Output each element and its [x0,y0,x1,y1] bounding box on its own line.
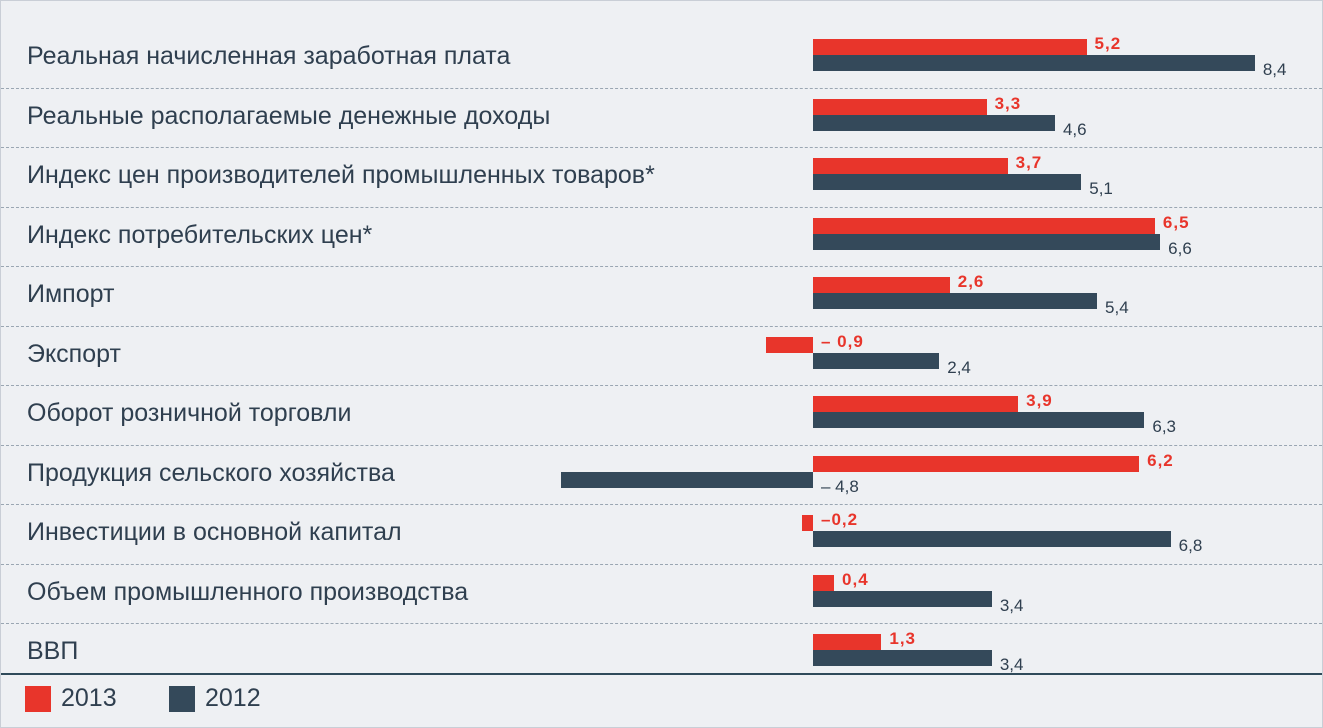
row-separator [1,325,1322,327]
category-label: Продукция сельского хозяйства [27,458,395,487]
value-label-2013: 3,3 [994,93,1022,113]
bar-2012 [813,233,1161,250]
value-label-2013: 6,2 [1147,450,1174,470]
bar-2012 [813,590,992,607]
category-label: Индекс потребительских цен* [27,220,373,249]
bar-2012 [813,293,1098,309]
category-label: Инвестиции в основной капитал [27,518,402,546]
bar-2013 [813,39,1087,55]
value-label-2012: 6,6 [1168,238,1192,258]
legend-label-2012: 2012 [205,684,261,712]
bar-2013 [813,574,835,591]
bar-2013 [813,217,1155,234]
bar-2013 [813,455,1140,472]
value-label-2012: 3,4 [999,655,1024,674]
legend-swatch-2012 [169,686,195,712]
legend-swatch-2013 [25,686,51,712]
value-label-2012: 3,4 [999,595,1024,615]
value-label-2013: 2,6 [957,272,985,291]
category-label: Объем промышленного производства [27,577,469,606]
value-label-2012: 6,8 [1178,536,1203,555]
value-label-2012: 6,3 [1152,417,1177,436]
category-label: ВВП [27,637,79,665]
bar-2012 [813,352,940,369]
category-label: Экспорт [27,339,121,368]
bar-2013 [802,515,813,531]
category-label: Индекс цен производителей промышленных т… [27,161,655,189]
value-label-2012: 5,1 [1089,179,1113,198]
category-label: Импорт [27,280,115,308]
value-label-2013: 1,3 [889,629,917,648]
bar-2013 [813,634,882,650]
value-label-2013: 0,4 [842,569,869,589]
value-label-2013: 6,5 [1162,212,1190,232]
category-label: Реальная начисленная заработная плата [27,42,511,70]
bar-2013 [765,336,813,353]
value-label-2012: 5,4 [1105,298,1129,317]
row-separator [1,87,1322,89]
bar-2012 [813,531,1171,547]
bar-2013 [813,158,1008,174]
row-separator [1,385,1322,386]
value-label-2012: 2,4 [947,357,971,377]
category-label: Реальные располагаемые денежные доходы [27,101,551,130]
value-label-2013: – 0,9 [821,331,864,351]
row-separator [1,266,1322,267]
value-label-2013: 5,2 [1094,34,1122,53]
row-separator [1,504,1322,505]
bar-2013 [813,277,950,293]
bar-2012 [813,174,1082,190]
bar-2012 [813,412,1145,428]
legend-divider [1,673,1322,675]
bar-2013 [813,98,987,115]
bar-2012 [813,650,992,666]
bar-2012 [560,471,813,488]
value-label-2012: 4,6 [1062,119,1087,139]
value-label-2013: –0,2 [821,510,859,529]
row-separator [1,206,1322,208]
bar-2013 [813,396,1019,412]
row-separator [1,623,1322,624]
legend-label-2013: 2013 [61,684,117,712]
value-label-2012: 8,4 [1262,60,1287,79]
value-label-2013: 3,9 [1026,391,1053,410]
value-label-2012: – 4,8 [821,476,859,496]
category-label: Оборот розничной торговли [27,399,352,427]
bar-2012 [813,114,1055,131]
row-separator [1,444,1322,446]
value-label-2013: 3,7 [1015,153,1043,172]
row-separator [1,147,1322,148]
row-separator [1,563,1322,565]
bar-2012 [813,55,1255,71]
